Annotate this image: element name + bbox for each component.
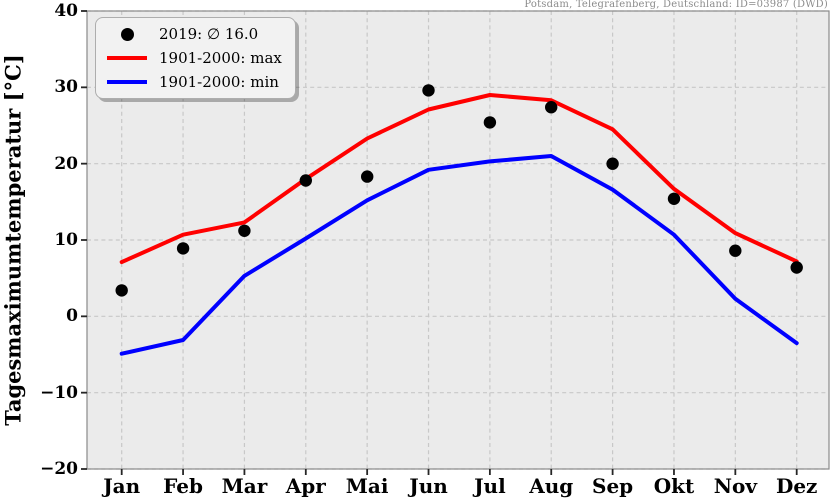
data-point — [176, 242, 190, 255]
data-point — [790, 261, 803, 274]
legend-line-marker-icon — [104, 56, 150, 60]
legend-swatch — [120, 27, 134, 41]
y-tick-label: 20 — [54, 153, 78, 174]
y-tick-label: 30 — [54, 77, 78, 98]
legend-label: 1901-2000: min — [159, 73, 279, 91]
x-tick-label: Dez — [775, 474, 818, 498]
x-tick-label: Mar — [221, 474, 268, 498]
legend-swatch — [107, 56, 147, 60]
legend-entry: 1901-2000: max — [104, 46, 295, 70]
x-tick-label: Okt — [653, 474, 695, 498]
data-point — [361, 170, 374, 183]
y-tick-label: 0 — [66, 306, 78, 327]
x-tick-label: Feb — [163, 474, 203, 498]
data-point — [299, 174, 312, 187]
legend-entry: 1901-2000: min — [104, 70, 295, 94]
data-point — [422, 84, 435, 97]
legend-entry: 2019: ∅ 16.0 — [104, 22, 295, 46]
legend-dot-marker-icon — [104, 27, 150, 41]
x-tick-label: Jun — [409, 474, 448, 498]
station-title: Potsdam, Telegrafenberg, Deutschland: ID… — [524, 0, 828, 10]
x-tick-label: Sep — [592, 474, 634, 498]
y-tick-label: −20 — [40, 459, 78, 479]
y-tick-label: 40 — [54, 1, 78, 21]
legend-line-marker-icon — [104, 80, 150, 84]
data-point — [545, 101, 558, 114]
series-line — [119, 93, 799, 265]
legend-label: 2019: ∅ 16.0 — [159, 25, 259, 43]
data-point — [729, 244, 742, 257]
data-point — [606, 157, 619, 170]
data-point — [483, 116, 497, 129]
series-line — [119, 154, 799, 356]
x-tick-label: Mai — [345, 474, 389, 498]
x-tick-label: Jan — [103, 474, 141, 498]
y-tick-label: 10 — [54, 230, 78, 250]
x-tick-label: Jul — [474, 474, 506, 498]
legend: 2019: ∅ 16.0 1901-2000: max 1901-2000: min — [95, 17, 296, 99]
legend-swatch — [107, 80, 147, 84]
data-point — [115, 284, 128, 297]
x-tick-label: Nov — [713, 474, 757, 498]
data-point — [667, 192, 681, 205]
x-tick-label: Aug — [529, 474, 574, 498]
x-tick-label: Apr — [285, 474, 326, 498]
legend-label: 1901-2000: max — [159, 49, 282, 67]
data-point — [238, 224, 251, 237]
y-tick-label: −10 — [40, 382, 78, 403]
